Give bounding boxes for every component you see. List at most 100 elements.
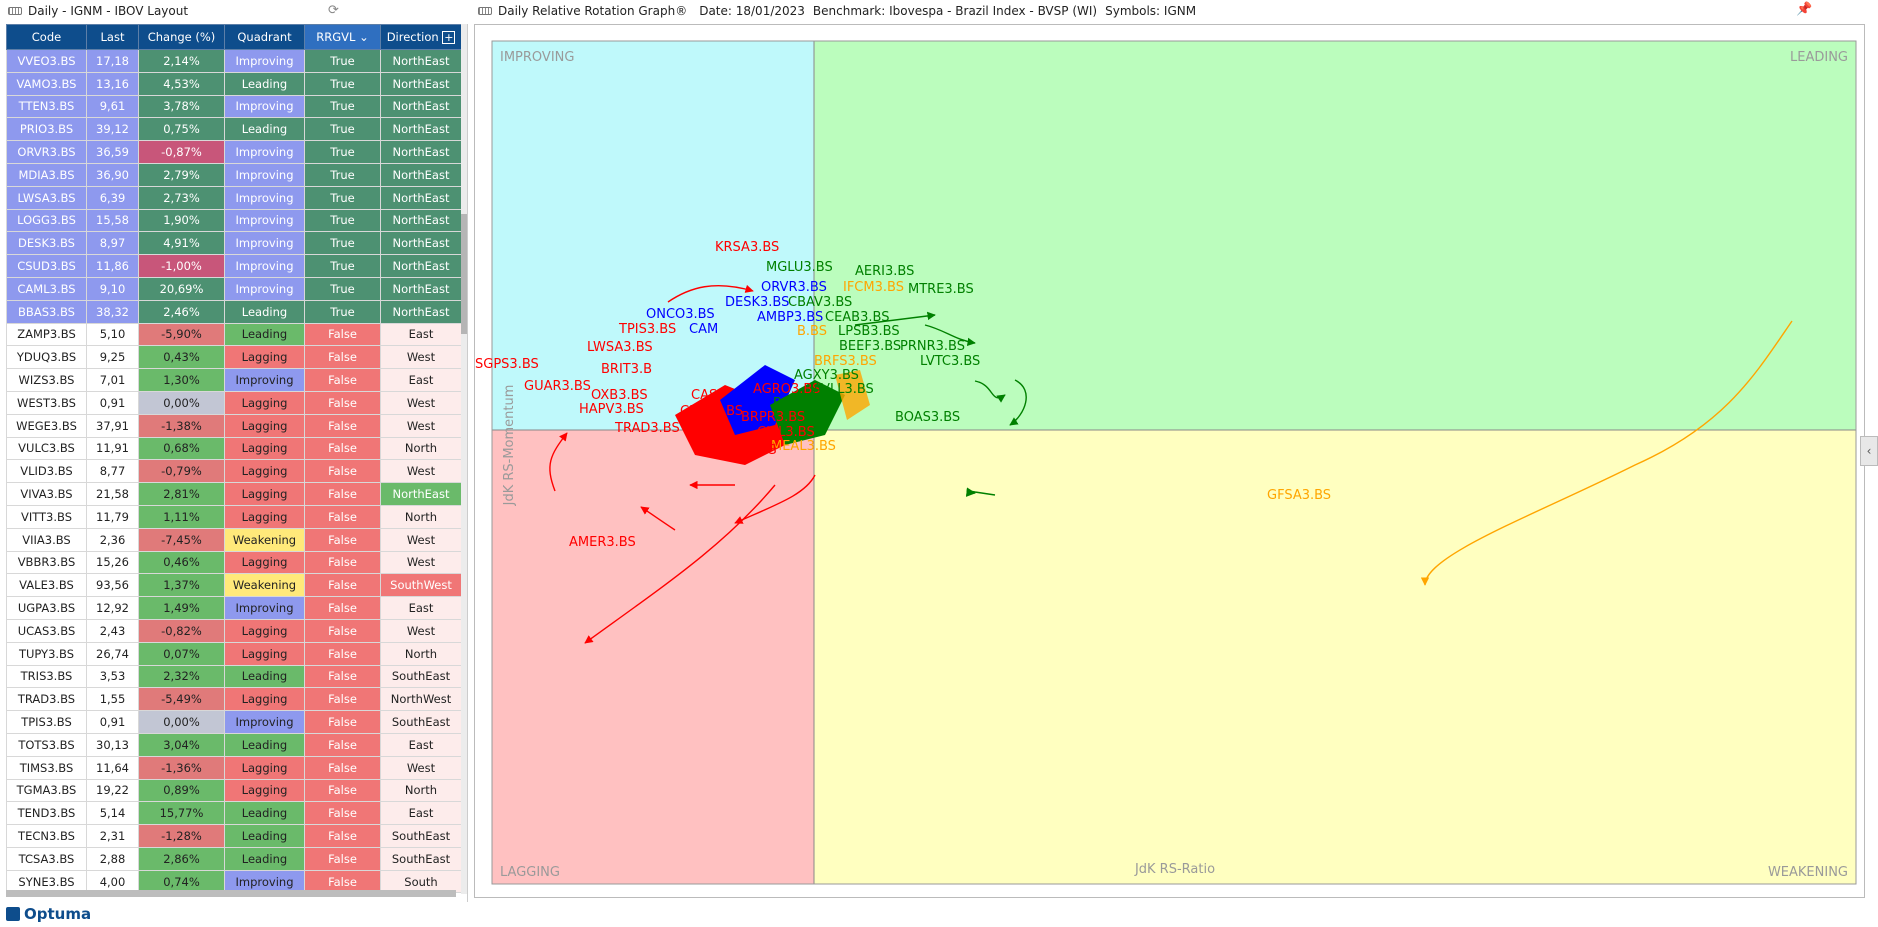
pin-icon[interactable]: 📌 <box>1796 2 1813 17</box>
rrg-symbol-label[interactable]: ONCO3.BS <box>646 307 715 322</box>
last-cell[interactable]: 9,10 <box>86 276 139 301</box>
direction-cell[interactable]: SouthEast <box>380 846 462 871</box>
rrg-symbol-label[interactable]: GUAR3.BS <box>524 379 591 394</box>
code-cell[interactable]: CAML3.BS <box>6 276 87 301</box>
quadrant-cell[interactable]: Lagging <box>224 390 305 415</box>
change-cell[interactable]: 2,79% <box>138 162 225 187</box>
last-cell[interactable]: 8,97 <box>86 231 139 256</box>
code-cell[interactable]: VULC3.BS <box>6 436 87 461</box>
rrg-symbol-label[interactable]: WEST3.BS <box>710 443 777 458</box>
tail-trad3[interactable] <box>640 506 676 531</box>
table-row[interactable]: VLID3.BS 8,77 -0,79% Lagging False West <box>6 459 462 484</box>
table-row[interactable]: VVEO3.BS 17,18 2,14% Improving True NorthEast <box>6 49 462 73</box>
horizontal-scrollbar[interactable] <box>6 890 456 897</box>
table-row[interactable]: WEGE3.BS 37,91 -1,38% Lagging False West <box>6 413 462 438</box>
quadrant-cell[interactable]: Improving <box>224 710 305 734</box>
code-cell[interactable]: TRAD3.BS <box>6 687 87 712</box>
direction-cell[interactable]: NorthEast <box>380 231 462 256</box>
tail-mglu3[interactable] <box>854 311 936 326</box>
rrg-symbol-label[interactable]: HAPV3.BS <box>579 402 644 417</box>
code-cell[interactable]: ORVR3.BS <box>6 140 87 164</box>
change-cell[interactable]: 0,07% <box>138 641 225 666</box>
rrg-symbol-label[interactable]: CAM <box>689 322 718 337</box>
rrgvl-cell[interactable]: True <box>304 162 381 187</box>
table-row[interactable]: UGPA3.BS 12,92 1,49% Improving False East <box>6 596 462 620</box>
last-cell[interactable]: 8,77 <box>86 459 139 484</box>
quadrant-cell[interactable]: Leading <box>224 846 305 871</box>
table-row[interactable]: LOGG3.BS 15,58 1,90% Improving True NorthEast <box>6 208 462 233</box>
change-cell[interactable]: 15,77% <box>138 801 225 826</box>
column-header-rrgvl[interactable]: RRGVL ⌄ <box>304 24 381 50</box>
quadrant-cell[interactable]: Improving <box>224 208 305 233</box>
rrg-symbol-label[interactable]: LVTC3.BS <box>920 354 980 369</box>
rrgvl-cell[interactable]: False <box>304 824 381 848</box>
direction-cell[interactable]: NorthWest <box>380 687 462 712</box>
rrgvl-cell[interactable]: True <box>304 254 381 278</box>
direction-cell[interactable]: NorthEast <box>380 49 462 73</box>
table-row[interactable]: TOTS3.BS 30,13 3,04% Leading False East <box>6 732 462 757</box>
rrgvl-cell[interactable]: False <box>304 732 381 757</box>
direction-cell[interactable]: NorthEast <box>380 185 462 210</box>
direction-cell[interactable]: North <box>380 436 462 461</box>
change-cell[interactable]: -1,28% <box>138 824 225 848</box>
column-header-direction[interactable]: Direction + <box>380 24 462 50</box>
direction-cell[interactable]: North <box>380 641 462 666</box>
direction-cell[interactable]: NorthEast <box>380 162 462 187</box>
code-cell[interactable]: CSUD3.BS <box>6 254 87 278</box>
table-row[interactable]: TIMS3.BS 11,64 -1,36% Lagging False West <box>6 755 462 780</box>
rrg-symbol-label[interactable]: GFSA3.BS <box>1267 488 1331 503</box>
change-cell[interactable]: -1,00% <box>138 254 225 278</box>
last-cell[interactable]: 93,56 <box>86 573 139 598</box>
last-cell[interactable]: 2,31 <box>86 824 139 848</box>
code-cell[interactable]: WEST3.BS <box>6 390 87 415</box>
code-cell[interactable]: VIIA3.BS <box>6 527 87 552</box>
table-row[interactable]: TRAD3.BS 1,55 -5,49% Lagging False NorthWest <box>6 687 462 712</box>
vertical-scrollbar[interactable] <box>461 24 467 894</box>
rrg-symbol-label[interactable]: B.BS <box>797 324 827 339</box>
vertical-scrollbar-thumb[interactable] <box>461 214 467 334</box>
rrgvl-cell[interactable]: True <box>304 117 381 142</box>
rrg-symbol-label[interactable]: ORVR3.BS <box>761 280 827 295</box>
table-row[interactable]: ZAMP3.BS 5,10 -5,90% Leading False East <box>6 322 462 347</box>
rrgvl-cell[interactable]: True <box>304 208 381 233</box>
last-cell[interactable]: 9,25 <box>86 345 139 370</box>
quadrant-cell[interactable]: Weakening <box>224 527 305 552</box>
change-cell[interactable]: 2,32% <box>138 664 225 689</box>
rrgvl-cell[interactable]: False <box>304 436 381 461</box>
quadrant-cell[interactable]: Lagging <box>224 459 305 484</box>
table-row[interactable]: BBAS3.BS 38,32 2,46% Leading True NorthEast <box>6 299 462 324</box>
code-cell[interactable]: VAMO3.BS <box>6 71 87 96</box>
change-cell[interactable]: 2,81% <box>138 482 225 506</box>
rrg-symbol-label[interactable]: AGRO3.BS <box>753 382 820 397</box>
window-menu-icon[interactable] <box>478 7 492 15</box>
rrg-symbol-label[interactable]: PRNR3.BS <box>900 339 965 354</box>
table-row[interactable]: UCAS3.BS 2,43 -0,82% Lagging False West <box>6 618 462 643</box>
table-row[interactable]: TCSA3.BS 2,88 2,86% Leading False SouthEast <box>6 846 462 871</box>
direction-cell[interactable]: NorthEast <box>380 276 462 301</box>
rrg-symbol-label[interactable]: B3SA3.BS <box>773 396 837 411</box>
change-cell[interactable]: -0,87% <box>138 140 225 164</box>
rrg-symbol-label[interactable]: MGLU3.BS <box>766 260 833 275</box>
last-cell[interactable]: 4,00 <box>86 869 139 894</box>
quadrant-cell[interactable]: Leading <box>224 322 305 347</box>
code-cell[interactable]: VALE3.BS <box>6 573 87 598</box>
last-cell[interactable]: 39,12 <box>86 117 139 142</box>
rrg-symbol-label[interactable]: AGXY3.BS <box>794 368 859 383</box>
direction-cell[interactable]: SouthEast <box>380 824 462 848</box>
code-cell[interactable]: VITT3.BS <box>6 504 87 529</box>
rrg-symbol-label[interactable]: SGPS3.BS <box>475 357 539 372</box>
rrg-symbol-label[interactable]: IFCM3.BS <box>843 280 904 295</box>
change-cell[interactable]: 1,30% <box>138 368 225 392</box>
table-row[interactable]: VULC3.BS 11,91 0,68% Lagging False North <box>6 436 462 461</box>
direction-cell[interactable]: NorthEast <box>380 254 462 278</box>
direction-cell[interactable]: North <box>380 778 462 803</box>
rrgvl-cell[interactable]: True <box>304 185 381 210</box>
change-cell[interactable]: 1,49% <box>138 596 225 620</box>
tail-west3[interactable] <box>734 474 816 524</box>
code-cell[interactable]: BBAS3.BS <box>6 299 87 324</box>
change-cell[interactable]: 0,68% <box>138 436 225 461</box>
rrg-symbol-label[interactable]: CIEL3.BS <box>757 425 815 440</box>
direction-cell[interactable]: South <box>380 869 462 894</box>
code-cell[interactable]: DESK3.BS <box>6 231 87 256</box>
rrg-symbol-label[interactable]: TRAD3.BS <box>614 421 680 436</box>
